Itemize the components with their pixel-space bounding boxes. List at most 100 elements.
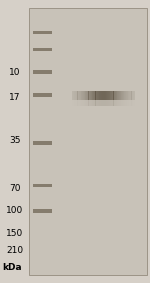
Bar bbox=[90, 91, 91, 100]
Bar bbox=[62, 8, 65, 275]
Bar bbox=[93, 100, 94, 106]
Bar bbox=[123, 91, 124, 100]
Bar bbox=[106, 91, 107, 100]
Bar bbox=[84, 100, 85, 106]
Bar bbox=[76, 91, 77, 100]
Bar bbox=[131, 91, 132, 100]
Bar bbox=[86, 8, 88, 275]
Bar bbox=[129, 91, 130, 100]
Bar bbox=[113, 91, 114, 100]
Bar bbox=[89, 100, 90, 106]
Bar bbox=[116, 100, 117, 106]
Bar bbox=[132, 100, 133, 106]
Text: 150: 150 bbox=[6, 229, 23, 238]
Bar bbox=[97, 91, 98, 100]
Text: 70: 70 bbox=[9, 184, 20, 193]
Bar bbox=[93, 8, 95, 275]
Bar bbox=[126, 91, 127, 100]
Bar bbox=[82, 100, 83, 106]
Bar bbox=[98, 100, 99, 106]
Bar bbox=[145, 8, 147, 275]
Bar bbox=[124, 100, 125, 106]
Bar bbox=[130, 8, 133, 275]
Bar bbox=[117, 91, 118, 100]
Bar bbox=[112, 91, 113, 100]
Bar bbox=[112, 100, 113, 106]
Bar bbox=[135, 8, 138, 275]
Bar bbox=[119, 100, 120, 106]
Bar bbox=[74, 8, 76, 275]
Bar bbox=[84, 91, 85, 100]
Bar bbox=[90, 100, 91, 106]
Bar bbox=[33, 184, 52, 187]
Bar bbox=[125, 91, 126, 100]
Bar bbox=[96, 91, 97, 100]
Bar bbox=[95, 8, 98, 275]
Bar bbox=[115, 91, 116, 100]
Bar bbox=[128, 100, 129, 106]
Bar bbox=[100, 91, 101, 100]
Bar bbox=[72, 100, 73, 106]
Bar bbox=[73, 100, 74, 106]
Bar bbox=[134, 91, 135, 100]
Bar bbox=[34, 8, 36, 275]
Bar bbox=[131, 100, 132, 106]
Bar bbox=[44, 8, 46, 275]
Bar bbox=[109, 91, 110, 100]
Bar bbox=[107, 8, 109, 275]
Bar bbox=[83, 100, 84, 106]
Bar bbox=[77, 91, 78, 100]
Bar bbox=[121, 91, 122, 100]
Bar bbox=[87, 91, 88, 100]
Bar bbox=[102, 91, 103, 100]
Bar bbox=[130, 91, 131, 100]
Bar bbox=[113, 100, 114, 106]
Bar bbox=[113, 91, 114, 100]
Bar bbox=[110, 100, 111, 106]
Bar bbox=[111, 100, 112, 106]
Bar bbox=[104, 91, 105, 100]
Bar bbox=[131, 91, 132, 100]
Bar bbox=[95, 91, 96, 100]
Bar bbox=[134, 100, 135, 106]
Bar bbox=[94, 100, 95, 106]
Bar bbox=[123, 100, 124, 106]
Bar bbox=[48, 8, 51, 275]
Bar bbox=[92, 91, 93, 100]
Bar bbox=[39, 8, 41, 275]
Bar bbox=[82, 91, 83, 100]
Bar bbox=[33, 70, 52, 74]
Text: 210: 210 bbox=[6, 246, 23, 255]
Bar bbox=[81, 100, 82, 106]
Bar bbox=[98, 8, 100, 275]
Bar bbox=[97, 100, 98, 106]
Bar bbox=[81, 8, 84, 275]
Bar bbox=[133, 100, 134, 106]
Bar bbox=[130, 100, 131, 106]
Bar bbox=[77, 100, 78, 106]
Bar bbox=[60, 8, 62, 275]
Bar bbox=[33, 93, 52, 97]
Bar bbox=[127, 100, 128, 106]
Bar bbox=[51, 8, 53, 275]
Bar bbox=[84, 91, 85, 100]
Bar bbox=[142, 8, 145, 275]
Bar bbox=[128, 91, 129, 100]
Bar bbox=[93, 91, 94, 100]
Bar bbox=[122, 91, 123, 100]
Bar bbox=[110, 91, 111, 100]
Bar bbox=[120, 91, 121, 100]
Bar bbox=[89, 91, 90, 100]
Bar bbox=[69, 8, 72, 275]
Bar bbox=[33, 31, 52, 35]
Bar bbox=[107, 91, 108, 100]
Bar bbox=[108, 91, 109, 100]
Bar bbox=[117, 100, 118, 106]
Bar bbox=[109, 100, 110, 106]
Bar bbox=[91, 100, 92, 106]
Text: 17: 17 bbox=[9, 93, 20, 102]
Bar bbox=[106, 100, 107, 106]
Bar bbox=[80, 91, 81, 100]
Bar bbox=[79, 8, 81, 275]
Text: 10: 10 bbox=[9, 68, 20, 77]
